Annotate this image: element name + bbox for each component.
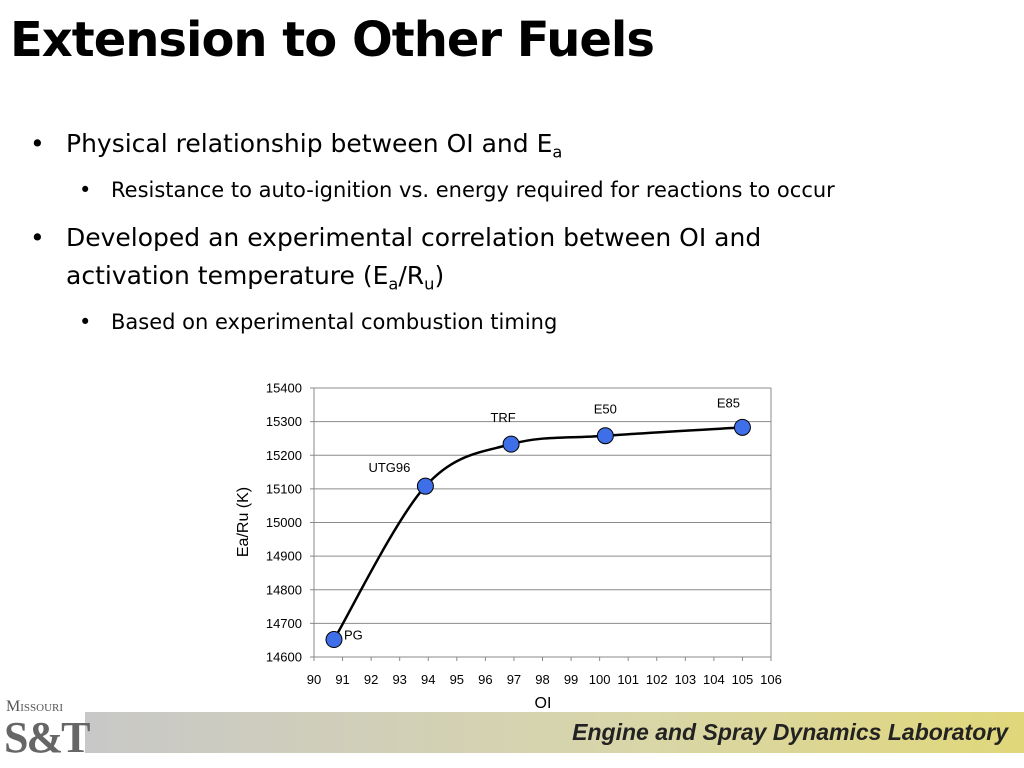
logo-text: Missouri	[6, 698, 64, 715]
y-tick-label: 14700	[266, 616, 302, 631]
bullet-list: Physical relationship between OI and EaR…	[0, 125, 860, 351]
subscript: a	[552, 142, 563, 162]
slide-title: Extension to Other Fuels	[10, 12, 655, 68]
data-point	[416, 477, 434, 495]
x-tick-label: 91	[335, 672, 349, 687]
y-tick-label: 14600	[266, 650, 302, 665]
x-tick-label: 92	[364, 672, 378, 687]
bullet-text: /R	[398, 261, 425, 290]
x-tick-label: 97	[507, 672, 521, 687]
x-axis-label: OI	[535, 695, 552, 712]
y-tick-label: 14800	[266, 582, 302, 597]
y-tick-label: 15100	[266, 481, 302, 496]
bullet-text: Based on experimental combustion timing	[111, 310, 558, 334]
y-tick-label: 15300	[266, 414, 302, 429]
bullet: Developed an experimental correlation be…	[30, 219, 860, 295]
footer-text: Engine and Spray Dynamics Laboratory	[572, 719, 1008, 745]
point-label: E50	[594, 402, 617, 417]
bullet-text: Physical relationship between OI and E	[66, 129, 553, 158]
bullet: Resistance to auto-ignition vs. energy r…	[79, 173, 860, 207]
x-tick-label: 94	[421, 672, 435, 687]
logo: S&T	[4, 713, 90, 762]
y-tick-label: 14900	[266, 549, 302, 564]
x-tick-label: 106	[760, 672, 782, 687]
bullet-text: Developed an experimental correlation be…	[66, 223, 762, 290]
x-tick-label: 103	[674, 672, 696, 687]
footer-bar: Engine and Spray Dynamics Laboratory	[85, 712, 1024, 753]
data-point	[596, 427, 614, 445]
y-tick-label: 15400	[266, 381, 302, 396]
x-tick-label: 98	[535, 672, 549, 687]
subscript: u	[424, 274, 435, 294]
x-tick-label: 101	[617, 672, 639, 687]
x-tick-label: 95	[450, 672, 464, 687]
data-point	[502, 435, 520, 453]
x-tick-label: 90	[307, 672, 321, 687]
y-tick-label: 15000	[266, 515, 302, 530]
x-tick-label: 99	[564, 672, 578, 687]
point-label: E85	[717, 395, 740, 410]
chart-background	[230, 378, 786, 715]
data-point	[325, 631, 343, 649]
x-tick-label: 102	[646, 672, 668, 687]
bullet: Based on experimental combustion timing	[79, 305, 860, 339]
data-point	[733, 418, 751, 436]
y-axis-label: Ea/Ru (K)	[235, 487, 252, 557]
x-tick-label: 104	[703, 672, 725, 687]
bullet-text: )	[434, 261, 445, 290]
y-tick-label: 15200	[266, 448, 302, 463]
x-tick-label: 100	[589, 672, 611, 687]
x-tick-label: 96	[478, 672, 492, 687]
x-tick-label: 105	[732, 672, 754, 687]
point-label: TRF	[490, 410, 515, 425]
bullet-text: Resistance to auto-ignition vs. energy r…	[111, 178, 835, 202]
x-tick-label: 93	[392, 672, 406, 687]
point-label: PG	[344, 628, 363, 643]
bullet: Physical relationship between OI and Ea	[30, 125, 860, 163]
point-label: UTG96	[368, 460, 410, 475]
subscript: a	[388, 274, 399, 294]
